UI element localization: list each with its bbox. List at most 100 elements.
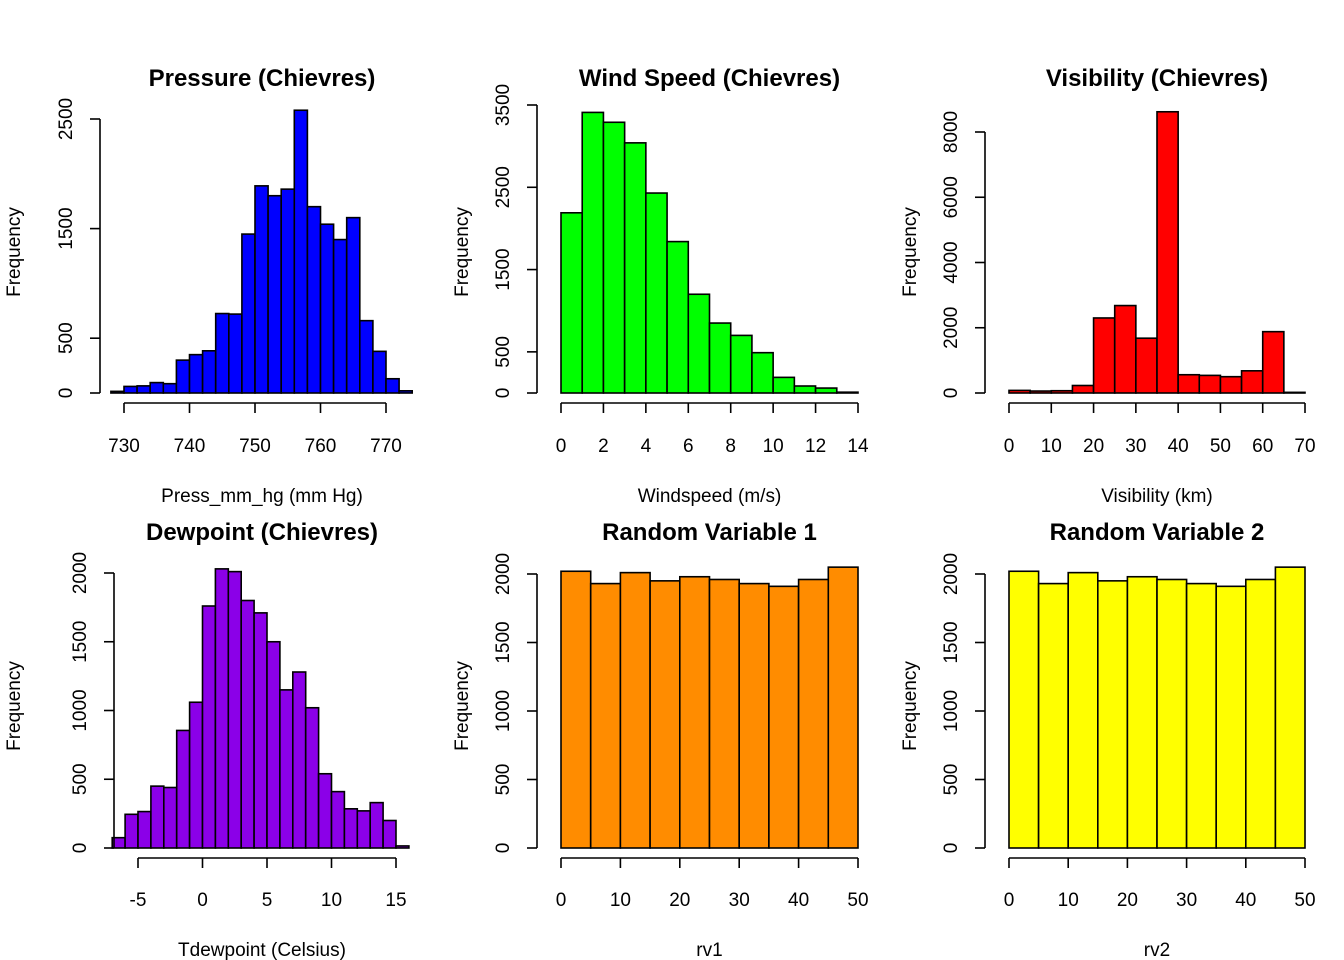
histogram-bar [1008, 570, 1040, 849]
chart-title: Pressure (Chievres) [149, 65, 376, 92]
x-tick-label: 10 [610, 890, 631, 911]
histogram-bar [1198, 374, 1222, 394]
x-tick-label: 50 [847, 890, 868, 911]
x-tick-label: 740 [174, 436, 206, 457]
histogram-bar [214, 312, 230, 394]
y-tick-label: 1000 [493, 690, 514, 732]
histogram-bar [560, 211, 584, 394]
histogram-bar [1177, 373, 1201, 394]
x-tick-label: 10 [1041, 436, 1062, 457]
histogram-bar [1008, 389, 1031, 394]
y-tick-label: 500 [941, 764, 962, 796]
y-axis-label: Frequency [4, 207, 25, 297]
x-axis-label: rv1 [696, 940, 722, 960]
histogram-bar [602, 121, 626, 394]
chart-title: Random Variable 1 [602, 519, 817, 546]
x-axis-label: Windspeed (m/s) [638, 486, 782, 507]
histogram-bar [162, 382, 178, 394]
x-tick-label: 770 [370, 436, 402, 457]
histogram-bar [358, 319, 374, 394]
chart-title: Visibility (Chievres) [1046, 65, 1268, 92]
y-tick-label: 2000 [941, 553, 962, 595]
histogram-bar [581, 111, 605, 394]
histogram-bar [175, 729, 191, 849]
x-tick-label: 60 [1252, 436, 1273, 457]
y-tick-label: 2000 [70, 552, 91, 594]
histogram-bar [241, 233, 256, 394]
x-tick-label: 0 [556, 890, 567, 911]
y-tick-label: 0 [941, 843, 962, 854]
histogram-bar [793, 385, 817, 394]
histogram-bar [150, 785, 165, 849]
histogram-bar [382, 819, 397, 849]
y-tick-label: 8000 [941, 111, 962, 153]
x-tick-label: 0 [197, 890, 208, 911]
histogram-bar [188, 353, 204, 394]
histogram-bar [201, 605, 217, 849]
x-axis-label: Tdewpoint (Celsius) [178, 940, 346, 960]
histogram-bar [345, 216, 361, 394]
x-tick-label: 20 [669, 890, 690, 911]
histogram-bar [279, 689, 294, 849]
histogram-bar [1126, 575, 1158, 849]
histogram-bar [149, 381, 165, 394]
histogram-bar [124, 813, 139, 849]
y-tick-label: 0 [493, 843, 514, 854]
histogram-bar [738, 582, 770, 849]
y-tick-label: 1000 [941, 690, 962, 732]
histogram-bar [253, 612, 268, 849]
histogram-bar [110, 390, 125, 394]
histogram-bar [1071, 384, 1095, 394]
histogram-bar [1037, 582, 1069, 849]
histogram-bar [768, 585, 800, 849]
histogram-panel: Random Variable 20 10 20 30 40 50050010001500… [900, 519, 1316, 960]
histogram-bar [293, 109, 309, 394]
histogram-bar [175, 359, 191, 394]
histogram-bar [708, 322, 732, 394]
histogram-bar [797, 578, 830, 849]
histogram-panel: Wind Speed (Chievres) 0 2 4 6 8 10 12 14 0 500 1500… [452, 65, 869, 507]
y-tick-label: 1500 [70, 621, 91, 663]
histogram-bar [214, 568, 230, 849]
histogram-bar [666, 240, 690, 394]
histogram-bar [1067, 571, 1099, 849]
x-tick-label: 0 [556, 436, 567, 457]
x-tick-label: 20 [1117, 890, 1138, 911]
x-tick-label: 30 [729, 890, 750, 911]
histogram-bar [266, 640, 281, 849]
histogram-bar [1261, 330, 1285, 394]
histogram-bar [304, 706, 320, 849]
chart-title: Wind Speed (Chievres) [579, 65, 840, 92]
histogram-bar [1135, 337, 1158, 394]
histogram-bar [560, 570, 592, 849]
y-axis-label: Frequency [900, 661, 921, 751]
histogram-bar [835, 391, 859, 394]
histogram-bar [1050, 389, 1074, 394]
histogram-bar [319, 223, 335, 394]
y-tick-label: 3500 [493, 84, 514, 126]
histogram-panel: Visibility (Chievres) 0 10 20 30 40 50 60 70 0 200… [900, 65, 1316, 507]
histogram-bar [280, 188, 296, 394]
histogram-bar [137, 810, 152, 849]
histogram-bar [227, 570, 243, 849]
histogram-bar [369, 801, 384, 849]
y-tick-label: 1500 [56, 207, 77, 249]
histogram-bar [254, 185, 269, 394]
y-tick-label: 0 [70, 843, 91, 854]
y-tick-label: 500 [56, 322, 77, 354]
histogram-bar [163, 786, 178, 849]
x-tick-label: 50 [1210, 436, 1231, 457]
y-tick-label: 6000 [941, 176, 962, 218]
x-tick-label: 70 [1294, 436, 1315, 457]
histogram-bar [398, 390, 414, 394]
y-tick-label: 2000 [941, 307, 962, 349]
x-tick-label: 20 [1083, 436, 1104, 457]
histogram-bar [123, 385, 138, 394]
histogram-bar [1029, 390, 1053, 394]
histogram-bar [317, 772, 333, 849]
histogram-bar [1240, 370, 1264, 394]
x-tick-label: 8 [725, 436, 736, 457]
x-tick-label: 10 [321, 890, 342, 911]
y-tick-label: 2000 [493, 553, 514, 595]
